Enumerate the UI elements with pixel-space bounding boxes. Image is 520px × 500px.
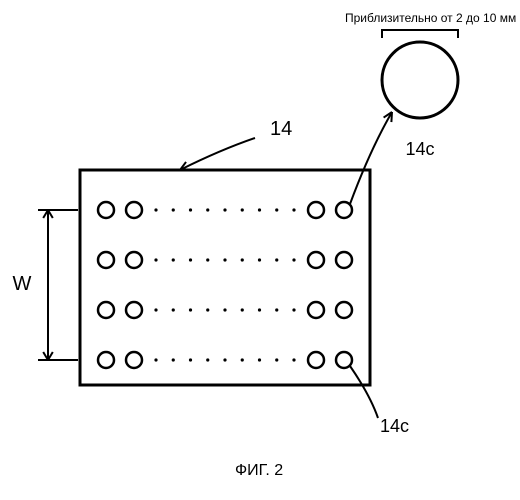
ellipsis-dot xyxy=(206,208,209,211)
hole xyxy=(98,202,114,218)
ellipsis-dot xyxy=(258,358,261,361)
hole xyxy=(336,202,352,218)
detail-circle xyxy=(382,42,458,118)
ellipsis-dot xyxy=(258,258,261,261)
hole xyxy=(126,252,142,268)
ellipsis-dot xyxy=(292,208,295,211)
ref-14: 14 xyxy=(270,118,292,140)
ellipsis-dot xyxy=(241,308,244,311)
ellipsis-dot xyxy=(241,258,244,261)
hole xyxy=(336,352,352,368)
ellipsis-dot xyxy=(223,358,226,361)
ellipsis-dot xyxy=(275,258,278,261)
hole xyxy=(126,202,142,218)
ref-14c-bottom: 14c xyxy=(380,416,409,436)
ellipsis-dot xyxy=(275,358,278,361)
ellipsis-dot xyxy=(154,358,157,361)
ellipsis-dot xyxy=(223,258,226,261)
dimension-label-top: Приблизительно от 2 до 10 мм xyxy=(345,11,516,25)
hole xyxy=(126,352,142,368)
ellipsis-dot xyxy=(258,208,261,211)
dim-label-w: W xyxy=(13,273,32,295)
detail-circle-label: 14c xyxy=(405,139,434,159)
ellipsis-dot xyxy=(241,358,244,361)
hole xyxy=(98,252,114,268)
ellipsis-dot xyxy=(189,258,192,261)
plate-outline xyxy=(80,170,370,385)
ellipsis-dot xyxy=(223,208,226,211)
hole xyxy=(126,302,142,318)
ellipsis-dot xyxy=(189,208,192,211)
leader-14c-bottom xyxy=(350,366,378,418)
ellipsis-dot xyxy=(172,258,175,261)
ellipsis-dot xyxy=(206,258,209,261)
dimension-bracket xyxy=(382,30,458,38)
figure-caption: ФИГ. 2 xyxy=(235,462,283,479)
ellipsis-dot xyxy=(223,308,226,311)
ellipsis-dot xyxy=(275,308,278,311)
ellipsis-dot xyxy=(292,308,295,311)
ellipsis-dot xyxy=(241,208,244,211)
hole xyxy=(308,252,324,268)
leader-14 xyxy=(180,138,255,170)
ellipsis-dot xyxy=(172,308,175,311)
ellipsis-dot xyxy=(189,308,192,311)
hole xyxy=(308,352,324,368)
hole xyxy=(336,252,352,268)
hole xyxy=(336,302,352,318)
ellipsis-dot xyxy=(154,258,157,261)
hole xyxy=(98,352,114,368)
ellipsis-dot xyxy=(275,208,278,211)
ellipsis-dot xyxy=(206,358,209,361)
hole xyxy=(308,202,324,218)
ellipsis-dot xyxy=(258,308,261,311)
ellipsis-dot xyxy=(292,358,295,361)
ellipsis-dot xyxy=(189,358,192,361)
ellipsis-dot xyxy=(172,208,175,211)
ellipsis-dot xyxy=(154,308,157,311)
ellipsis-dot xyxy=(172,358,175,361)
ellipsis-dot xyxy=(292,258,295,261)
ellipsis-dot xyxy=(154,208,157,211)
hole xyxy=(98,302,114,318)
ellipsis-dot xyxy=(206,308,209,311)
hole xyxy=(308,302,324,318)
